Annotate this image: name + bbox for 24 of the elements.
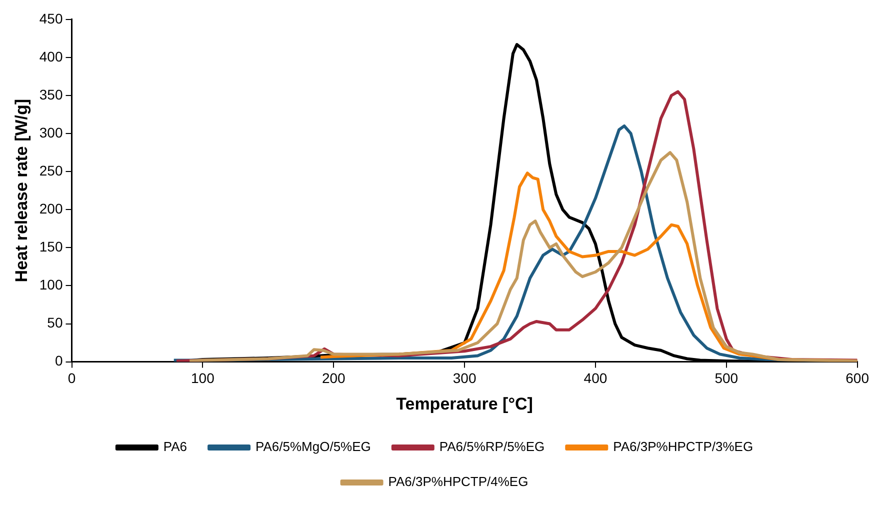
y-tick-label: 50 [47,314,63,331]
y-axis-title: Heat release rate [W/g] [12,98,31,282]
y-tick-label: 300 [39,124,63,140]
y-tick-label: 450 [39,10,63,26]
y-tick-label: 400 [39,48,63,64]
x-tick-label: 200 [322,370,346,386]
y-tick-label: 0 [54,352,63,369]
x-tick-label: 400 [584,370,608,386]
legend-label: PA6/5%RP/5%EG [439,439,545,454]
legend-label: PA6 [163,439,188,454]
y-tick-label: 250 [39,162,63,178]
x-tick-label: 600 [846,370,870,386]
y-tick-label: 150 [39,238,63,255]
y-tick-label: 100 [39,276,63,293]
y-tick-label: 350 [39,86,63,102]
x-tick-label: 100 [191,370,215,386]
x-tick-label: 300 [452,370,476,386]
legend-label: PA6/5%MgO/5%EG [256,439,371,454]
x-tick-label: 500 [714,370,738,386]
legend-label: PA6/3P%HPCTP/4%EG [388,474,528,490]
y-tick-label: 200 [39,200,63,216]
x-tick-label: 0 [68,370,76,386]
x-axis-title: Temperature [°C] [396,394,533,414]
legend-label: PA6/3P%HPCTP/3%EG [613,439,754,454]
